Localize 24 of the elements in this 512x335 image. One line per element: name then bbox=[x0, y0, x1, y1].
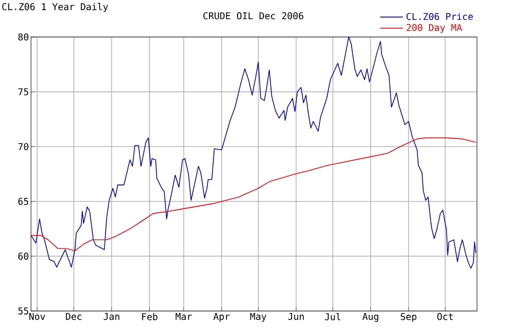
x-tick-label: Nov bbox=[29, 313, 46, 320]
x-tick-label: Sep bbox=[400, 313, 416, 322]
legend-label: 200 Day MA bbox=[406, 24, 462, 33]
y-tick-label: 75 bbox=[18, 88, 28, 96]
line-series bbox=[31, 36, 476, 269]
y-tick-label: 55 bbox=[18, 308, 28, 314]
x-tick-label: Mar bbox=[176, 313, 192, 320]
y-tick-label: 70 bbox=[18, 143, 28, 150]
y-tick-label: 80 bbox=[18, 33, 28, 41]
x-tick-label: Oct bbox=[437, 313, 453, 320]
x-tick-label: Jan bbox=[104, 313, 120, 320]
x-tick-label: Dec bbox=[66, 313, 82, 320]
x-tick-label: May bbox=[250, 313, 266, 322]
line-series bbox=[31, 137, 476, 252]
chart-subtitle: CL.Z06 1 Year Daily bbox=[2, 2, 108, 12]
legend-label: CL.Z06 Price bbox=[406, 12, 473, 20]
x-tick-label: Feb bbox=[142, 313, 158, 320]
y-tick-label: 65 bbox=[18, 198, 28, 205]
y-tick-label: 60 bbox=[18, 252, 28, 260]
x-tick-label: Apr bbox=[213, 313, 230, 322]
chart-title: CRUDE OIL Dec 2006 bbox=[203, 12, 304, 20]
x-tick-label: Jun bbox=[288, 313, 304, 320]
x-tick-label: Jul bbox=[324, 313, 340, 320]
x-tick-label: Aug bbox=[362, 313, 378, 322]
